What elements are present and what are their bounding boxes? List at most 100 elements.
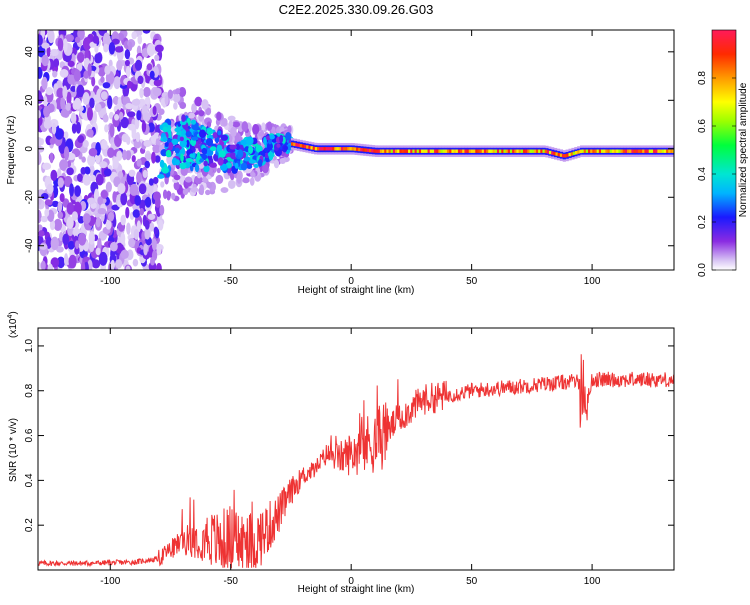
heatmap-cell (38, 110, 42, 119)
heatmap-cell (661, 149, 665, 153)
heatmap-cell (531, 149, 535, 153)
heatmap-cell (82, 37, 92, 51)
heatmap-cell (77, 51, 85, 63)
heatmap-cell (38, 261, 42, 270)
heatmap-cell (125, 206, 130, 219)
heatmap-cell (425, 149, 428, 153)
colorbar-gradient (711, 29, 737, 271)
heatmap-cell (74, 240, 80, 250)
heatmap-cell (248, 145, 254, 154)
heatmap-cell (97, 67, 106, 77)
heatmap-cell (490, 149, 494, 153)
y-tick-label: 0.8 (24, 383, 35, 397)
heatmap-cell (65, 34, 74, 43)
heatmap-cell (261, 122, 266, 131)
heatmap-cell (635, 149, 639, 153)
heatmap-cell (206, 181, 213, 189)
heatmap-cell (135, 131, 141, 143)
heatmap-cell (295, 143, 298, 147)
colorbar-tick-label: 0.6 (697, 119, 708, 133)
heatmap-cell (464, 149, 468, 153)
chart-title: C2E2.2025.330.09.26.G03 (279, 2, 434, 17)
heatmap-cell (66, 202, 75, 215)
heatmap-cell (83, 70, 89, 79)
heatmap-cell (86, 128, 94, 138)
heatmap-cell (144, 219, 150, 230)
heatmap-cell (43, 105, 51, 118)
heatmap-cell (66, 167, 74, 176)
heatmap-cell (479, 149, 483, 153)
heatmap-cell (147, 213, 156, 220)
heatmap-cell (87, 197, 96, 205)
heatmap-cell (56, 246, 64, 253)
heatmap-cell (263, 136, 267, 146)
colorbar-tick-label: 0.8 (697, 71, 708, 85)
x-tick-label: -50 (224, 276, 239, 287)
heatmap-cell (144, 160, 151, 169)
heatmap-cell (46, 45, 51, 58)
heatmap-cell (122, 149, 127, 161)
heatmap-cell (405, 149, 409, 153)
heatmap-cell (99, 161, 108, 169)
heatmap-cell (438, 149, 441, 153)
heatmap-cell (117, 97, 122, 111)
heatmap-cell (310, 146, 314, 150)
heatmap-cell (336, 147, 340, 151)
heatmap-cell (133, 139, 142, 149)
snr-panel: -100 -50 0 50 100 0.2 0.4 0.6 0.8 1.0 Height of … (7, 311, 675, 595)
heatmap-cell (131, 155, 136, 163)
heatmap-cell (390, 149, 394, 153)
heatmap-cell (148, 178, 154, 186)
heatmap-cell (114, 46, 124, 53)
heatmap-cell (136, 171, 142, 184)
heatmap-cell (287, 125, 292, 134)
heatmap-cell (345, 147, 348, 151)
colorbar: 0.0 0.2 0.4 0.6 0.8 Normalized spectral ampl… (697, 29, 749, 277)
heatmap-cell (216, 167, 221, 174)
heatmap-cell (51, 200, 60, 208)
heatmap-cell (47, 263, 54, 270)
heatmap-cell (167, 89, 173, 100)
heatmap-cell (329, 147, 333, 151)
heatmap-cell (190, 119, 197, 125)
heatmap-cell (568, 152, 572, 157)
heatmap-cell (340, 147, 344, 151)
heatmap-cell (252, 123, 260, 135)
heatmap-cell (125, 265, 131, 270)
y-tick-label: 0.4 (24, 473, 35, 487)
heatmap-cell (50, 169, 58, 182)
heatmap-cell (128, 237, 136, 248)
heatmap-cell (142, 169, 148, 179)
heatmap-cell (194, 164, 200, 173)
heatmap-cell (631, 149, 634, 153)
heatmap-cell (325, 147, 329, 151)
heatmap-cell (657, 149, 660, 153)
heatmap-cell (551, 151, 554, 155)
heatmap-cell (40, 193, 49, 200)
heatmap-cell (185, 158, 194, 163)
heatmap-cell (592, 149, 595, 153)
heatmap-cell (137, 75, 144, 85)
heatmap-cell (71, 211, 78, 221)
heatmap-cell (189, 153, 195, 158)
heatmap-cell (152, 191, 161, 201)
heatmap-cell (105, 220, 112, 230)
snr-series-line (38, 354, 674, 569)
heatmap-cell (316, 147, 320, 151)
heatmap-cell (229, 171, 235, 181)
heatmap-cell (196, 151, 201, 161)
heatmap-cell (650, 149, 654, 153)
heatmap-cell (115, 259, 123, 269)
heatmap-cell (94, 45, 99, 53)
heatmap-cell (152, 144, 161, 154)
heatmap-cell (120, 192, 128, 206)
heatmap-cell (101, 139, 108, 150)
heatmap-cell (68, 254, 77, 269)
heatmap-cell (60, 96, 66, 110)
heatmap-cell (199, 184, 204, 194)
heatmap-cell (648, 149, 652, 153)
heatmap-cell (209, 162, 217, 168)
heatmap-cell (175, 159, 180, 166)
heatmap-cell (180, 153, 184, 162)
heatmap-cell (131, 31, 137, 40)
